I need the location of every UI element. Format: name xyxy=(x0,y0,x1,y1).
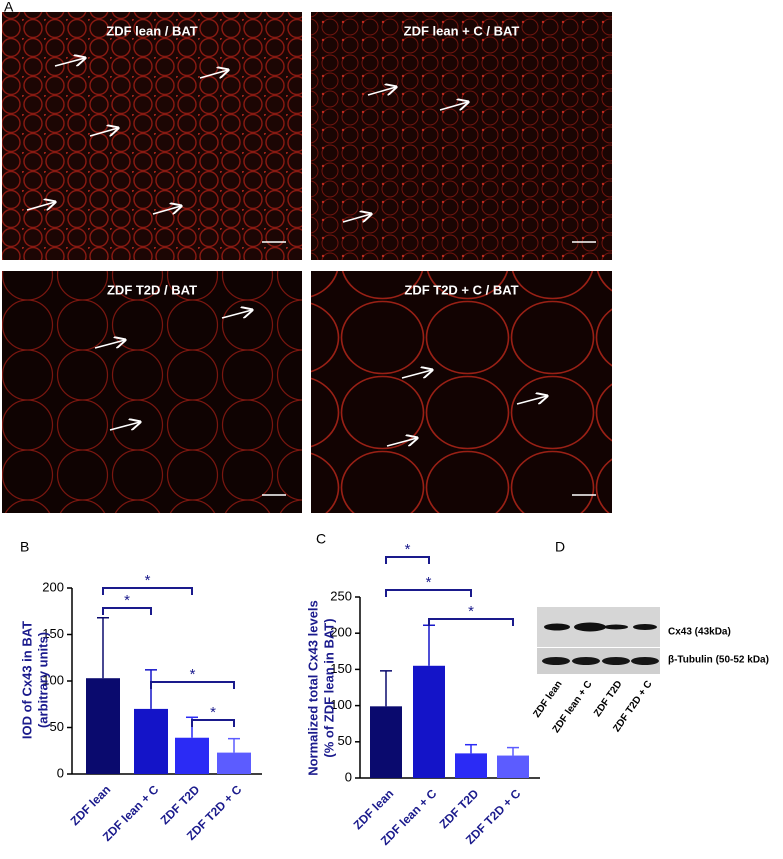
band xyxy=(542,657,570,665)
significance-bracket xyxy=(150,681,235,689)
bar xyxy=(370,706,402,778)
arrow xyxy=(54,58,85,67)
y-tick-label: 50 xyxy=(338,733,352,748)
micrograph-title: ZDF lean / BAT xyxy=(106,23,198,38)
lane-label: ZDF T2D xyxy=(592,679,625,719)
significance-label: * xyxy=(426,574,432,591)
micrograph xyxy=(311,12,612,260)
y-axis-label: (% of ZDF lean in BAT) xyxy=(321,618,336,757)
bar xyxy=(497,755,529,778)
bar xyxy=(455,753,487,778)
significance-label: * xyxy=(210,704,216,721)
arrow xyxy=(386,438,417,447)
content: A B C D ZDF lean / BAT ZDF lean + C / BAT ZDF … xyxy=(2,0,769,848)
band xyxy=(631,657,659,665)
y-tick-label: 250 xyxy=(330,588,352,603)
arrow xyxy=(439,102,468,111)
band-label: β-Tubulin (50-52 kDa) xyxy=(668,655,769,666)
micrograph xyxy=(311,271,612,513)
y-axis-label: IOD of Cx43 in BAT xyxy=(19,621,34,739)
y-tick-label: 0 xyxy=(345,769,352,784)
micrograph-title: ZDF T2D + C / BAT xyxy=(404,282,518,297)
micrograph xyxy=(2,271,302,513)
y-tick-label: 0 xyxy=(57,765,64,780)
arrow xyxy=(152,206,181,215)
arrow xyxy=(94,340,125,349)
significance-label: * xyxy=(468,603,474,620)
lane-label: ZDF lean xyxy=(531,679,564,720)
significance-bracket xyxy=(191,719,235,727)
arrow xyxy=(367,87,396,96)
y-tick-label: 200 xyxy=(330,625,352,640)
y-tick-label: 100 xyxy=(330,697,352,712)
x-tick-label: ZDF lean xyxy=(68,782,114,828)
band xyxy=(544,623,570,631)
bar xyxy=(175,737,209,774)
bar xyxy=(217,752,251,774)
micrograph xyxy=(2,12,302,260)
y-tick-label: 100 xyxy=(42,672,64,687)
significance-bracket xyxy=(102,607,152,615)
micrograph-title: ZDF lean + C / BAT xyxy=(404,23,520,38)
y-tick-label: 200 xyxy=(42,579,64,594)
panel-label: B xyxy=(20,539,29,555)
band xyxy=(602,657,630,665)
arrow xyxy=(401,370,432,379)
micrograph-title: ZDF T2D / BAT xyxy=(107,282,197,297)
significance-label: * xyxy=(190,666,196,683)
significance-bracket xyxy=(385,556,430,564)
band-label: Cx43 (43kDa) xyxy=(668,627,731,638)
arrow xyxy=(221,310,252,319)
panel-label: A xyxy=(4,0,14,15)
significance-bracket xyxy=(428,618,514,626)
band xyxy=(574,622,606,632)
arrow xyxy=(199,70,228,79)
arrow xyxy=(89,128,118,137)
significance-label: * xyxy=(405,541,411,558)
y-tick-label: 150 xyxy=(330,661,352,676)
bar xyxy=(86,678,120,774)
band xyxy=(633,624,657,630)
arrow xyxy=(26,202,55,211)
arrow xyxy=(516,396,547,405)
y-tick-label: 50 xyxy=(50,719,64,734)
band xyxy=(572,657,600,665)
y-axis-label: Normalized total Cx43 levels xyxy=(305,600,320,776)
significance-label: * xyxy=(124,592,130,609)
y-axis-label: (arbitrary units) xyxy=(35,632,50,728)
significance-label: * xyxy=(145,572,151,589)
band xyxy=(604,624,628,630)
arrow xyxy=(109,422,140,431)
y-tick-label: 150 xyxy=(42,626,64,641)
significance-bracket xyxy=(102,587,193,595)
bar xyxy=(413,665,445,778)
significance-bracket xyxy=(385,589,472,597)
panel-label: C xyxy=(316,531,326,547)
panel-label: D xyxy=(555,539,565,555)
arrow xyxy=(342,214,371,223)
bar xyxy=(134,708,168,774)
